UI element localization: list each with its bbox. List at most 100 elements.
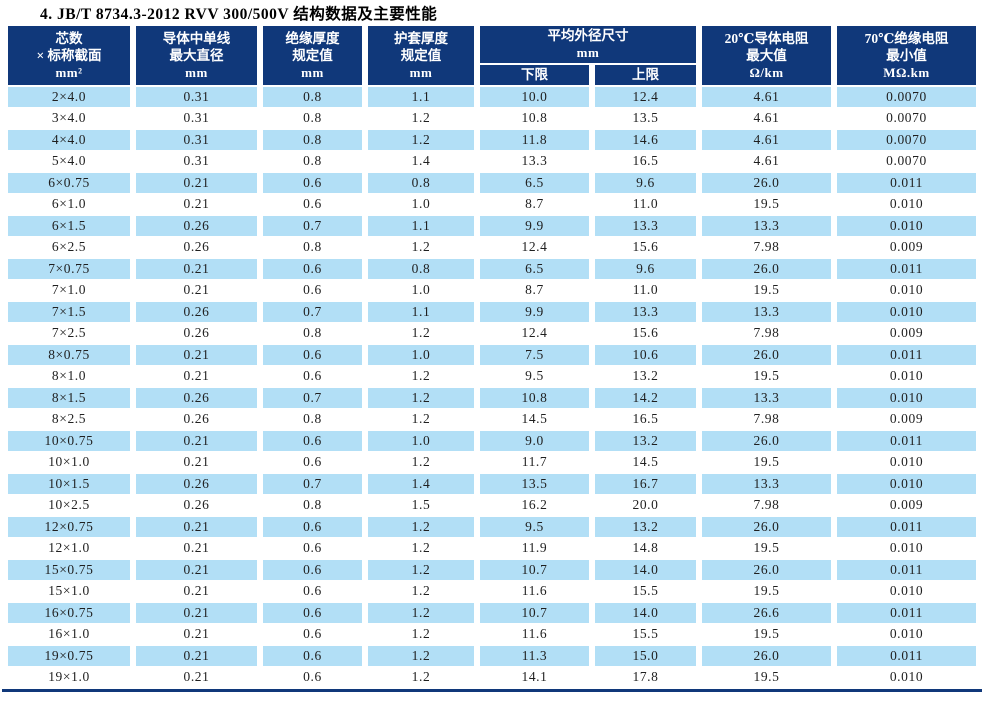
table-cell: 16×0.75	[8, 603, 130, 623]
table-cell: 13.3	[702, 216, 831, 236]
table-row: 5×4.0 0.31 0.8 1.4 13.3 16.5 4.61 0.0070	[8, 151, 976, 171]
table-cell: 13.2	[595, 366, 696, 386]
table-cell: 0.011	[837, 173, 976, 193]
table-cell: 4×4.0	[8, 130, 130, 150]
table-cell: 0.21	[136, 624, 257, 644]
table-row: 15×1.0 0.21 0.6 1.2 11.6 15.5 19.5 0.010	[8, 581, 976, 601]
table-cell: 0.010	[837, 366, 976, 386]
table-cell: 9.5	[480, 517, 589, 537]
table-cell: 0.009	[837, 409, 976, 429]
table-cell: 0.21	[136, 366, 257, 386]
table-row: 12×0.75 0.21 0.6 1.2 9.5 13.2 26.0 0.011	[8, 517, 976, 537]
table-cell: 1.2	[368, 409, 474, 429]
table-cell: 26.0	[702, 259, 831, 279]
table-cell: 0.21	[136, 667, 257, 687]
header-unit: Ω/km	[749, 64, 784, 80]
table-cell: 0.0070	[837, 130, 976, 150]
table-cell: 15.5	[595, 581, 696, 601]
table-cell: 1.5	[368, 495, 474, 515]
table-cell: 0.26	[136, 302, 257, 322]
header-cores: 芯数 × 标称截面 mm²	[8, 26, 130, 85]
table-cell: 19.5	[702, 581, 831, 601]
table-cell: 0.26	[136, 323, 257, 343]
table-cell: 0.7	[263, 216, 362, 236]
table-cell: 0.011	[837, 517, 976, 537]
header-outer-diameter: 平均外径尺寸 mm	[480, 26, 696, 63]
table-cell: 6×2.5	[8, 237, 130, 257]
table-cell: 0.009	[837, 237, 976, 257]
table-cell: 10.7	[480, 603, 589, 623]
table-cell: 1.2	[368, 517, 474, 537]
table-cell: 1.0	[368, 345, 474, 365]
table-cell: 15×0.75	[8, 560, 130, 580]
table-cell: 13.3	[595, 302, 696, 322]
table-cell: 7×2.5	[8, 323, 130, 343]
table-cell: 0.21	[136, 431, 257, 451]
table-cell: 12×1.0	[8, 538, 130, 558]
table-cell: 0.26	[136, 237, 257, 257]
table-cell: 3×4.0	[8, 108, 130, 128]
table-cell: 14.1	[480, 667, 589, 687]
table-row: 6×1.0 0.21 0.6 1.0 8.7 11.0 19.5 0.010	[8, 194, 976, 214]
table-cell: 0.8	[263, 130, 362, 150]
table-cell: 1.2	[368, 667, 474, 687]
table-cell: 5×4.0	[8, 151, 130, 171]
table-row: 16×0.75 0.21 0.6 1.2 10.7 14.0 26.6 0.01…	[8, 603, 976, 623]
table-cell: 11.0	[595, 280, 696, 300]
table-cell: 12.4	[480, 323, 589, 343]
table-cell: 0.21	[136, 646, 257, 666]
table-cell: 13.5	[595, 108, 696, 128]
table-cell: 1.0	[368, 194, 474, 214]
table-cell: 0.0070	[837, 151, 976, 171]
table-cell: 1.2	[368, 538, 474, 558]
table-cell: 1.4	[368, 474, 474, 494]
table-cell: 0.009	[837, 495, 976, 515]
header-line: 规定值	[292, 48, 333, 64]
table-cell: 0.7	[263, 302, 362, 322]
table-cell: 7×1.0	[8, 280, 130, 300]
table-cell: 0.0070	[837, 108, 976, 128]
table-row: 7×2.5 0.26 0.8 1.2 12.4 15.6 7.98 0.009	[8, 323, 976, 343]
table-cell: 16.5	[595, 409, 696, 429]
table-cell: 8×0.75	[8, 345, 130, 365]
table-cell: 14.2	[595, 388, 696, 408]
table-cell: 10×1.5	[8, 474, 130, 494]
table-cell: 0.011	[837, 560, 976, 580]
table-cell: 15.6	[595, 323, 696, 343]
table-cell: 0.6	[263, 345, 362, 365]
header-unit: mm	[576, 44, 600, 60]
table-cell: 19.5	[702, 667, 831, 687]
table-cell: 26.0	[702, 517, 831, 537]
table-cell: 19×0.75	[8, 646, 130, 666]
table-cell: 6.5	[480, 259, 589, 279]
table-cell: 1.2	[368, 237, 474, 257]
table-cell: 0.6	[263, 624, 362, 644]
table-cell: 0.010	[837, 216, 976, 236]
table-cell: 0.21	[136, 603, 257, 623]
table-cell: 0.010	[837, 474, 976, 494]
table-cell: 0.8	[263, 237, 362, 257]
header-unit: MΩ.km	[883, 64, 930, 80]
table-cell: 0.26	[136, 495, 257, 515]
table-cell: 14.8	[595, 538, 696, 558]
table-cell: 0.011	[837, 431, 976, 451]
table-cell: 1.2	[368, 581, 474, 601]
table-cell: 6.5	[480, 173, 589, 193]
table-cell: 1.2	[368, 603, 474, 623]
table-cell: 11.3	[480, 646, 589, 666]
table-cell: 16.5	[595, 151, 696, 171]
table-cell: 26.0	[702, 560, 831, 580]
table-cell: 0.011	[837, 646, 976, 666]
table-cell: 0.6	[263, 603, 362, 623]
table-cell: 1.4	[368, 151, 474, 171]
table-cell: 19.5	[702, 194, 831, 214]
table-cell: 0.26	[136, 409, 257, 429]
table-cell: 1.0	[368, 280, 474, 300]
table-row: 8×1.0 0.21 0.6 1.2 9.5 13.2 19.5 0.010	[8, 366, 976, 386]
table-cell: 11.7	[480, 452, 589, 472]
table-cell: 19.5	[702, 624, 831, 644]
table-cell: 0.010	[837, 624, 976, 644]
table-cell: 0.8	[263, 87, 362, 107]
table-row: 6×1.5 0.26 0.7 1.1 9.9 13.3 13.3 0.010	[8, 216, 976, 236]
table-cell: 16×1.0	[8, 624, 130, 644]
